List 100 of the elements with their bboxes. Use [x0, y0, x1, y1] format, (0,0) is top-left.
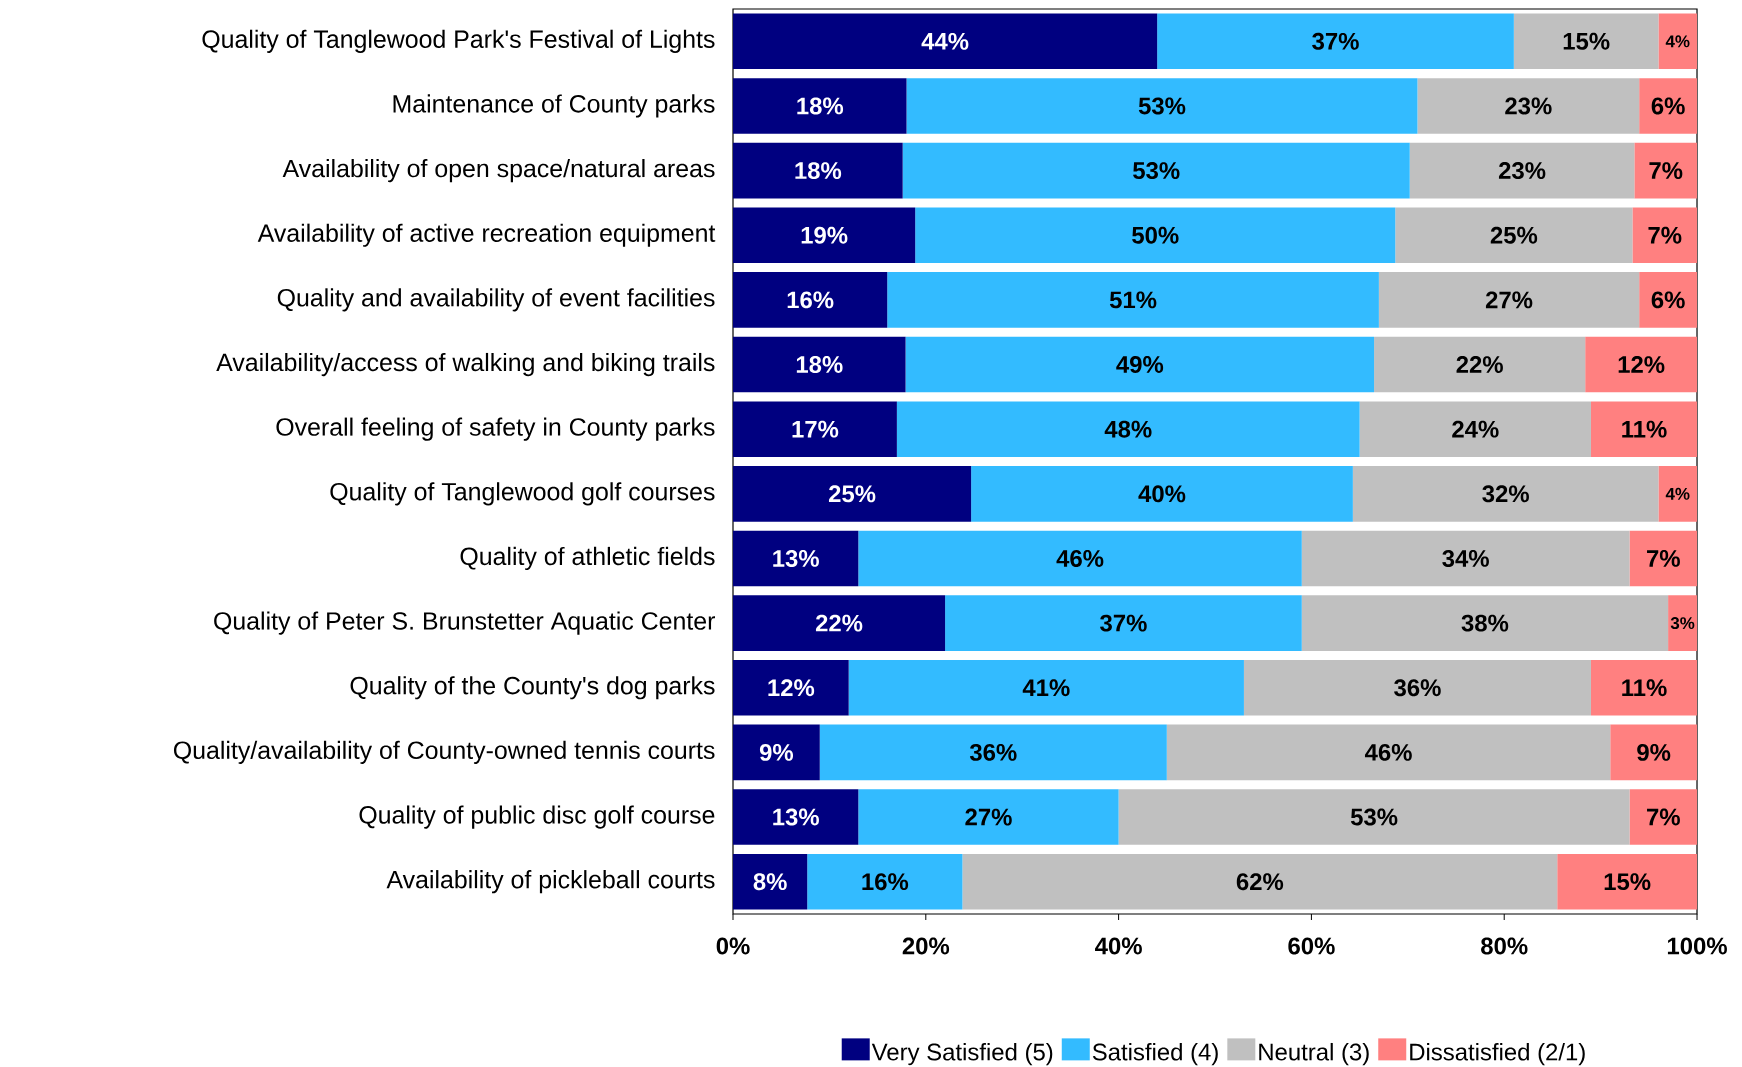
bar [733, 466, 972, 522]
data-label: 7% [1648, 226, 1682, 244]
bar [1629, 530, 1698, 587]
data-label: 46% [1364, 743, 1412, 761]
data-label: 3% [1670, 617, 1695, 630]
bar [1610, 724, 1698, 781]
bar [819, 724, 1167, 781]
data-label: 22% [1456, 356, 1503, 373]
data-label: 36% [969, 743, 1017, 761]
legend-label: Dissatisfied (2/1) [1410, 1042, 1585, 1066]
bar [1417, 78, 1640, 134]
bar [1634, 142, 1698, 199]
data-label: 7% [1649, 162, 1683, 180]
bar [896, 401, 1360, 457]
x-tick-label: 60% [1288, 937, 1335, 955]
bar [1301, 595, 1669, 651]
y-tick-label: Quality of Tanglewood Park's Festival of Lights [202, 29, 715, 53]
data-label: 27% [965, 808, 1012, 826]
data-label: 40% [1138, 485, 1186, 503]
data-label: 53% [1350, 808, 1398, 826]
y-tick-label: Quality of Tanglewood golf courses [330, 482, 715, 506]
x-tick-label: 40% [1095, 937, 1142, 955]
data-label: 51% [1109, 291, 1157, 309]
bar [1166, 724, 1611, 781]
data-label: 34% [1442, 549, 1489, 567]
x-tick-label: 20% [902, 937, 950, 955]
data-label: 6% [1651, 97, 1685, 115]
bar [962, 853, 1558, 910]
y-tick-label: Quality of the County's dog parks [350, 676, 715, 700]
bar [1378, 272, 1640, 328]
legend-label: Satisfied (4) [1092, 1042, 1218, 1066]
data-label: 16% [862, 873, 909, 891]
bar [1374, 336, 1586, 393]
y-tick-label: Quality of athletic fields [460, 546, 715, 571]
data-label: 9% [759, 743, 794, 761]
data-label: 23% [1505, 97, 1552, 115]
data-label: 36% [1394, 679, 1441, 697]
data-label: 15% [1563, 32, 1610, 50]
bar [858, 789, 1119, 845]
bar [1632, 207, 1698, 264]
data-label: 12% [768, 679, 815, 697]
data-label: 27% [1485, 291, 1533, 309]
data-label: 41% [1022, 679, 1070, 697]
bar [1409, 142, 1635, 199]
y-tick-label: Availability/access of walking and biking trails [216, 352, 715, 377]
data-label: 25% [828, 485, 876, 503]
y-tick-label: Quality of public disc golf course [359, 805, 715, 829]
legend-label: Neutral (3) [1259, 1042, 1369, 1066]
data-label: 25% [1490, 226, 1538, 244]
data-label: 8% [753, 873, 787, 891]
data-label: 18% [796, 356, 843, 373]
data-label: 37% [1312, 32, 1359, 50]
data-label: 50% [1132, 226, 1179, 244]
data-label: 53% [1138, 97, 1186, 115]
bar [733, 789, 859, 845]
bar [733, 853, 808, 910]
data-label: 23% [1498, 162, 1546, 180]
data-label: 38% [1461, 614, 1509, 632]
data-label: 11% [1622, 679, 1667, 697]
bar [733, 595, 946, 651]
data-label: 6% [1651, 291, 1685, 309]
bar [1668, 595, 1698, 651]
bar [848, 659, 1244, 716]
data-label: 19% [801, 226, 848, 244]
bar [1359, 401, 1591, 457]
bar [733, 724, 820, 781]
y-tick-label: Availability of active recreation equipment [257, 223, 716, 247]
bar [945, 595, 1302, 651]
bar [858, 530, 1302, 587]
data-label: 32% [1482, 485, 1529, 503]
data-label: 24% [1452, 420, 1499, 438]
bar [1352, 466, 1659, 522]
bar [807, 853, 963, 910]
data-label: 49% [1116, 356, 1164, 373]
bar [1301, 530, 1630, 587]
data-label: 4% [1665, 35, 1690, 48]
bar [1513, 13, 1659, 70]
y-tick-label: Overall feeling of safety in County parks [276, 417, 715, 441]
bar [1118, 789, 1630, 845]
bar [1639, 78, 1698, 134]
legend-label: Very Satisfied (5) [871, 1042, 1053, 1066]
bar [733, 659, 849, 716]
bar [733, 207, 916, 264]
y-tick-label: Availability of open space/natural areas [282, 159, 715, 183]
data-label: 22% [815, 614, 863, 632]
bar [906, 78, 1418, 134]
bar [733, 13, 1158, 70]
bar [733, 142, 903, 199]
bar [1590, 659, 1698, 716]
data-label: 13% [773, 549, 819, 567]
data-label: 12% [1618, 356, 1665, 373]
data-label: 17% [792, 420, 839, 438]
bar [1395, 207, 1633, 264]
data-label: 62% [1236, 873, 1284, 891]
bar [1629, 789, 1698, 845]
data-label: 18% [797, 97, 844, 115]
y-tick-label: Quality and availability of event facilities [277, 288, 715, 312]
data-label: 4% [1665, 487, 1690, 500]
bar [1585, 336, 1698, 393]
data-label: 53% [1133, 162, 1180, 180]
